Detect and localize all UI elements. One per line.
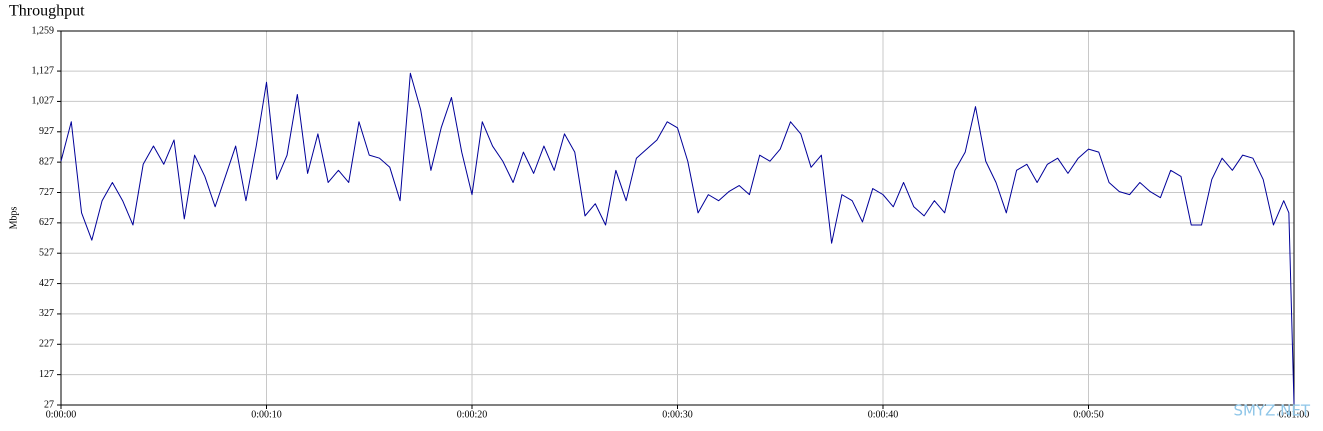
plot-frame xyxy=(60,30,1295,406)
y-tick-label: 127 xyxy=(39,369,54,380)
x-tick-label: 0:00:50 xyxy=(1073,409,1104,420)
y-tick-label: 427 xyxy=(39,278,54,289)
y-axis-title: Mbps xyxy=(8,207,19,230)
x-tick-label: 0:00:10 xyxy=(251,409,282,420)
y-tick-label: 927 xyxy=(39,126,54,137)
y-tick-label: 327 xyxy=(39,308,54,319)
y-tick-label: 827 xyxy=(39,156,54,167)
y-tick-label: 1,259 xyxy=(32,25,55,36)
y-tick-label: 627 xyxy=(39,217,54,228)
data-line xyxy=(60,72,1295,405)
chart-title: Throughput xyxy=(9,3,85,20)
y-tick-label: 1,127 xyxy=(32,65,55,76)
y-tick-label: 227 xyxy=(39,339,54,350)
x-tick-label: 0:00:30 xyxy=(662,409,693,420)
y-tick-label: 1,027 xyxy=(32,96,55,107)
y-tick-label: 527 xyxy=(39,248,54,259)
x-tick-label: 0:01:00 xyxy=(1279,409,1310,420)
y-tick-label: 27 xyxy=(44,399,54,410)
x-tick-label: 0:00:40 xyxy=(868,409,899,420)
x-tick-label: 0:00:20 xyxy=(457,409,488,420)
y-tick-label: 727 xyxy=(39,187,54,198)
x-tick-label: 0:00:00 xyxy=(46,409,77,420)
watermark: SMYZ.NET xyxy=(1233,402,1310,420)
